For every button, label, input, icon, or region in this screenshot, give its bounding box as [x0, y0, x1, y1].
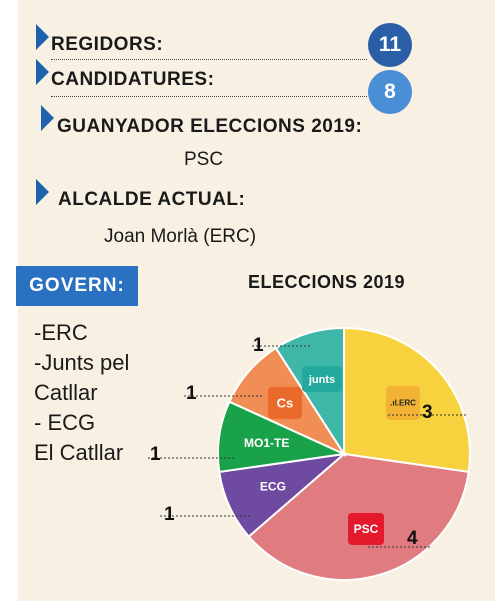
- mo1te-logo-label: MO1-TE: [244, 436, 289, 450]
- alcalde-value: Joan Morlà (ERC): [104, 226, 257, 247]
- value-label-mo1te: 1: [150, 444, 161, 465]
- junts-logo-icon: [301, 366, 342, 393]
- value-label-cs: 1: [186, 383, 197, 404]
- triangle-marker-icon: [36, 59, 49, 85]
- regidors-leader-line: [51, 59, 367, 60]
- psc-logo-label: PSC: [354, 522, 379, 536]
- triangle-marker-icon: [36, 24, 49, 50]
- govern-line: El Catllar: [34, 440, 124, 465]
- regidors-value-badge: 11: [368, 23, 412, 67]
- erc-logo-icon: [386, 385, 421, 420]
- ecg-logo-label: ECG: [260, 480, 286, 494]
- candidatures-label: CANDIDATURES:: [51, 69, 215, 90]
- triangle-marker-icon: [36, 179, 49, 205]
- govern-line: Catllar: [34, 380, 98, 405]
- chart-title: ELECCIONS 2019: [248, 272, 406, 292]
- regidors-label: REGIDORS:: [51, 34, 164, 55]
- value-label-erc: 3: [422, 402, 433, 423]
- govern-line: - ECG: [34, 410, 96, 435]
- govern-label: GOVERN:: [29, 275, 125, 296]
- erc-logo-label: .ıl.ERC: [390, 399, 416, 408]
- govern-line: -Junts pel: [34, 350, 130, 375]
- alcalde-label: ALCALDE ACTUAL:: [58, 189, 246, 210]
- guanyador-label: GUANYADOR ELECCIONS 2019:: [57, 116, 363, 137]
- psc-logo-icon: [348, 512, 385, 545]
- cs-logo-icon: [267, 386, 302, 419]
- value-label-ecg: 1: [164, 504, 175, 525]
- candidatures-leader-line: [51, 96, 367, 97]
- cs-logo-label: Cs: [277, 395, 294, 410]
- junts-logo-label: junts: [308, 374, 335, 386]
- candidatures-value-badge: 8: [368, 70, 412, 114]
- guanyador-value: PSC: [184, 149, 224, 170]
- govern-label-box: GOVERN:: [16, 266, 138, 306]
- govern-line: -ERC: [34, 320, 88, 345]
- value-label-junts: 1: [253, 335, 264, 356]
- triangle-marker-icon: [41, 105, 54, 131]
- govern-list: -ERC -Junts pel Catllar - ECG El Catllar: [34, 318, 129, 468]
- value-label-psc: 4: [407, 528, 418, 549]
